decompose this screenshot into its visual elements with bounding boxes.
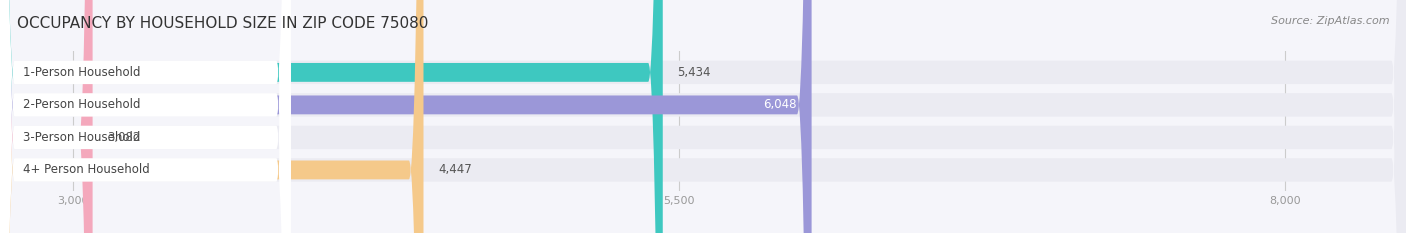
- FancyBboxPatch shape: [0, 0, 811, 233]
- Text: 5,434: 5,434: [678, 66, 711, 79]
- FancyBboxPatch shape: [0, 0, 291, 233]
- Text: 4+ Person Household: 4+ Person Household: [24, 163, 150, 176]
- Text: 6,048: 6,048: [763, 98, 797, 111]
- FancyBboxPatch shape: [0, 0, 662, 233]
- Text: 3-Person Household: 3-Person Household: [24, 131, 141, 144]
- FancyBboxPatch shape: [0, 0, 423, 233]
- FancyBboxPatch shape: [0, 0, 93, 233]
- Text: Source: ZipAtlas.com: Source: ZipAtlas.com: [1271, 16, 1389, 26]
- Text: 1-Person Household: 1-Person Household: [24, 66, 141, 79]
- Text: OCCUPANCY BY HOUSEHOLD SIZE IN ZIP CODE 75080: OCCUPANCY BY HOUSEHOLD SIZE IN ZIP CODE …: [17, 16, 429, 31]
- FancyBboxPatch shape: [0, 0, 291, 233]
- Text: 2-Person Household: 2-Person Household: [24, 98, 141, 111]
- FancyBboxPatch shape: [0, 0, 291, 233]
- FancyBboxPatch shape: [0, 0, 291, 233]
- Text: 4,447: 4,447: [439, 163, 472, 176]
- Text: 3,082: 3,082: [107, 131, 141, 144]
